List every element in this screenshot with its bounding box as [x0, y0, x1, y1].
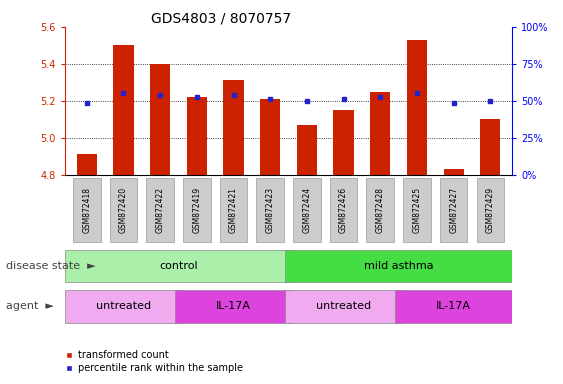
Bar — [187, 97, 207, 175]
Text: GSM872418: GSM872418 — [82, 187, 91, 233]
Bar — [150, 64, 170, 175]
Text: GSM872422: GSM872422 — [155, 187, 164, 233]
Bar — [297, 125, 317, 175]
Text: untreated: untreated — [316, 301, 371, 311]
Text: GSM872426: GSM872426 — [339, 187, 348, 233]
Text: GSM872425: GSM872425 — [413, 187, 422, 233]
FancyBboxPatch shape — [220, 178, 247, 243]
FancyBboxPatch shape — [256, 178, 284, 243]
Text: GSM872420: GSM872420 — [119, 187, 128, 233]
FancyBboxPatch shape — [73, 178, 101, 243]
Text: GSM872419: GSM872419 — [193, 187, 202, 233]
Bar — [333, 110, 354, 175]
Text: GDS4803 / 8070757: GDS4803 / 8070757 — [151, 12, 292, 25]
FancyBboxPatch shape — [440, 178, 467, 243]
FancyBboxPatch shape — [293, 178, 321, 243]
Text: IL-17A: IL-17A — [436, 301, 471, 311]
Text: agent  ►: agent ► — [6, 301, 53, 311]
Bar — [77, 154, 97, 175]
Text: untreated: untreated — [96, 301, 151, 311]
Legend: transformed count, percentile rank within the sample: transformed count, percentile rank withi… — [61, 346, 247, 377]
FancyBboxPatch shape — [110, 178, 137, 243]
Text: GSM872424: GSM872424 — [302, 187, 311, 233]
Text: disease state  ►: disease state ► — [6, 261, 95, 271]
Bar — [370, 91, 390, 175]
FancyBboxPatch shape — [285, 250, 512, 282]
FancyBboxPatch shape — [403, 178, 431, 243]
Bar — [113, 45, 133, 175]
FancyBboxPatch shape — [395, 290, 512, 323]
FancyBboxPatch shape — [330, 178, 358, 243]
Text: GSM872427: GSM872427 — [449, 187, 458, 233]
Text: GSM872421: GSM872421 — [229, 187, 238, 233]
FancyBboxPatch shape — [65, 290, 182, 323]
FancyBboxPatch shape — [367, 178, 394, 243]
Bar — [260, 99, 280, 175]
Bar — [444, 169, 464, 175]
Text: IL-17A: IL-17A — [216, 301, 251, 311]
Text: mild asthma: mild asthma — [364, 261, 434, 271]
Bar — [407, 40, 427, 175]
FancyBboxPatch shape — [183, 178, 211, 243]
FancyBboxPatch shape — [65, 250, 292, 282]
FancyBboxPatch shape — [285, 290, 403, 323]
Bar — [224, 81, 244, 175]
Text: GSM872428: GSM872428 — [376, 187, 385, 233]
FancyBboxPatch shape — [476, 178, 504, 243]
Text: GSM872423: GSM872423 — [266, 187, 275, 233]
FancyBboxPatch shape — [175, 290, 292, 323]
Text: control: control — [159, 261, 198, 271]
Text: GSM872429: GSM872429 — [486, 187, 495, 233]
FancyBboxPatch shape — [146, 178, 174, 243]
Bar — [480, 119, 501, 175]
